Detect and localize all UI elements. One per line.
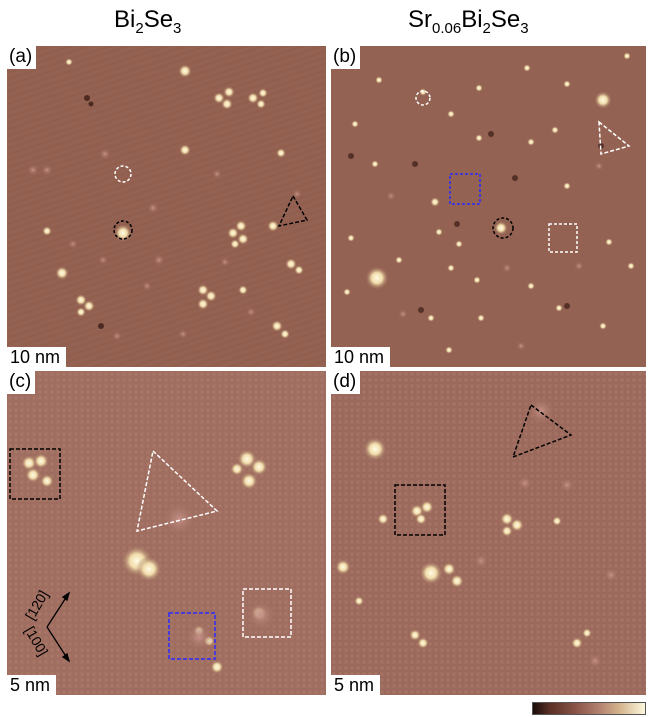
blue-square-marker [449, 173, 481, 205]
panel-b: (b) 10 nm [331, 46, 646, 367]
black-triangle-marker [277, 194, 309, 228]
panel-label-a: (a) [7, 46, 37, 69]
direction-arrows [46, 591, 71, 663]
blue-square-marker [168, 612, 216, 660]
panel-label-c: (c) [7, 371, 36, 394]
scale-bar-d: 5 nm [331, 675, 381, 695]
black-circle-marker [113, 220, 133, 240]
white-triangle-marker [136, 449, 219, 533]
panel-label-d: (d) [331, 371, 361, 394]
white-circle-marker [415, 90, 431, 106]
stm-image-c [7, 371, 326, 695]
scale-bar-b: 10 nm [331, 347, 391, 367]
column-title-bi2se3: Bi2Se3 [114, 6, 182, 37]
white-triangle-marker [598, 120, 631, 155]
stm-image-a [7, 46, 326, 367]
colorbar [532, 702, 646, 715]
white-square-marker [548, 223, 578, 253]
scale-bar-a: 10 nm [7, 347, 67, 367]
panel-a: (a) 10 nm [7, 46, 326, 367]
scale-bar-c: 5 nm [7, 675, 57, 695]
black-triangle-marker [511, 403, 573, 459]
stm-image-d [331, 371, 646, 695]
column-title-sr-bi2se3: Sr0.06Bi2Se3 [408, 6, 529, 37]
stm-image-b [331, 46, 646, 367]
white-square-marker [242, 588, 292, 638]
black-circle-marker [492, 217, 514, 239]
black-square-marker [394, 484, 446, 536]
panel-c: [120] [100] (c) 5 nm [7, 371, 326, 695]
panel-label-b: (b) [331, 46, 361, 69]
black-square-marker [9, 448, 61, 500]
panel-d: (d) 5 nm [331, 371, 646, 695]
white-circle-marker [114, 165, 132, 183]
